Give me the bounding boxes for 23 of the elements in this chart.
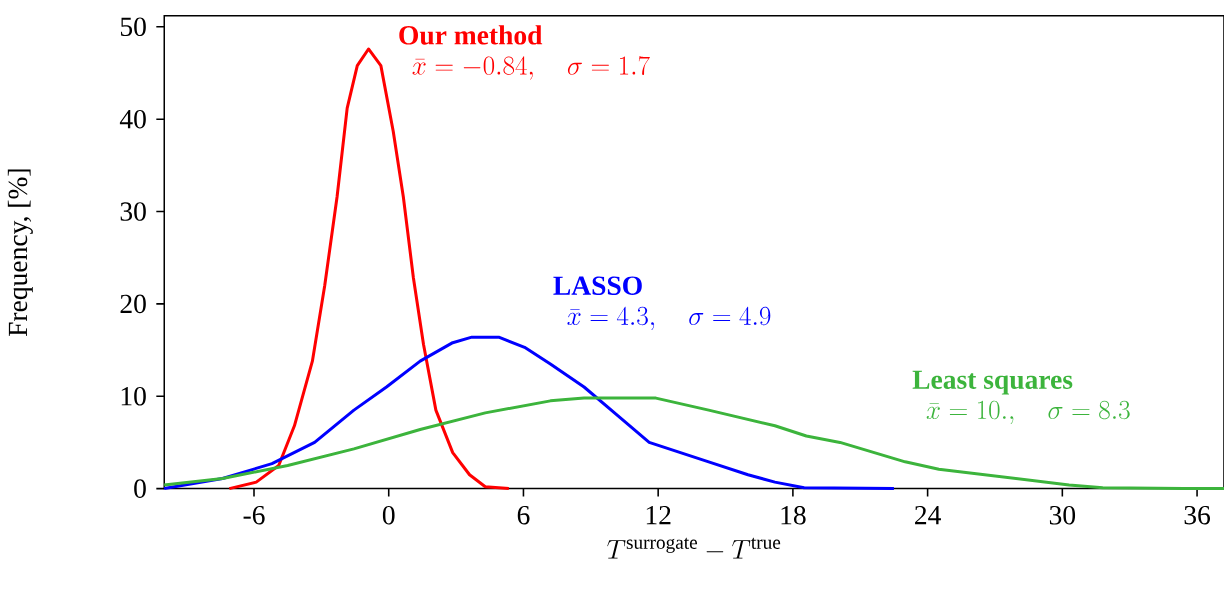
y-tick-label: 50 bbox=[120, 17, 146, 37]
x-tick-label: 30 bbox=[1049, 506, 1076, 525]
x-axis-title: $T^{\mathrm{surrogate}} - T^{\mathrm{true}}$ bbox=[607, 537, 781, 559]
annotation: $\bar{x} = 10., \quad \sigma = 8.3$ bbox=[926, 401, 1130, 425]
x-tick-label: 6 bbox=[517, 506, 530, 525]
text: LASSO bbox=[553, 276, 642, 296]
y-tick-label: 40 bbox=[119, 110, 146, 129]
y-tick-label: 30 bbox=[120, 202, 146, 221]
annotation: $\bar{x} = -0.84, \quad \sigma = 1.7$ bbox=[412, 56, 650, 80]
x-tick-label: -6 bbox=[243, 506, 265, 525]
y-axis-title: Frequency, [%] bbox=[7, 169, 33, 337]
y-tick-label: 20 bbox=[120, 294, 146, 314]
series-label: Our method bbox=[399, 25, 543, 45]
line-series bbox=[162, 335, 896, 491]
x-tick-label: 12 bbox=[646, 506, 671, 525]
y-tick-label: 10 bbox=[121, 387, 146, 406]
x-tick-label: 36 bbox=[1184, 506, 1211, 525]
x-tick-label: 18 bbox=[781, 506, 806, 525]
x-tick-label: 0 bbox=[382, 506, 395, 525]
text: Least squares bbox=[912, 370, 1073, 395]
y-tick-label: 0 bbox=[134, 479, 146, 499]
x-tick-label: 24 bbox=[915, 506, 941, 525]
annotation: $\bar{x} = 4.3, \quad \sigma = 4.9$ bbox=[567, 306, 771, 331]
